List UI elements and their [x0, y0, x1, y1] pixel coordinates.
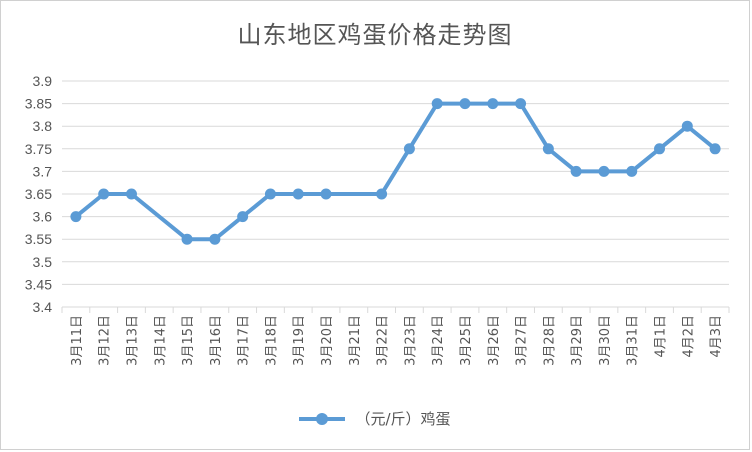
data-point — [626, 165, 638, 177]
series-line — [73, 101, 718, 242]
y-tick-label: 3.6 — [33, 209, 53, 225]
data-point — [292, 188, 304, 200]
y-tick-label: 3.45 — [25, 276, 52, 292]
x-tick-label: 3月27日 — [515, 315, 530, 366]
x-tick-label: 3月20日 — [320, 315, 335, 366]
x-tick-label: 3月11日 — [70, 315, 85, 366]
y-tick-label: 3.8 — [33, 118, 53, 134]
data-point — [264, 188, 276, 200]
data-point — [570, 165, 582, 177]
x-tick-label: 3月28日 — [542, 315, 557, 366]
y-tick-label: 3.55 — [25, 231, 52, 247]
data-point — [320, 188, 332, 200]
x-tick-label: 3月15日 — [181, 315, 196, 366]
x-tick-label: 3月29日 — [570, 315, 585, 366]
data-point — [681, 120, 693, 132]
y-tick-label: 3.85 — [25, 96, 52, 112]
x-tick-label: 3月17日 — [237, 315, 252, 366]
data-point — [125, 188, 137, 200]
y-tick-label: 3.75 — [25, 141, 52, 157]
x-tick-label: 3月18日 — [264, 315, 279, 366]
data-point — [403, 143, 415, 155]
x-tick-label: 3月14日 — [153, 315, 168, 366]
data-point — [209, 233, 221, 245]
chart-title: 山东地区鸡蛋价格走势图 — [237, 21, 513, 49]
x-tick-label: 4月1日 — [654, 315, 669, 358]
data-point — [542, 143, 554, 155]
x-tick-label: 3月25日 — [459, 315, 474, 366]
x-tick-label: 4月2日 — [681, 315, 696, 358]
x-tick-label: 3月12日 — [98, 315, 113, 366]
data-point — [98, 188, 110, 200]
y-tick-label: 3.65 — [25, 186, 52, 202]
x-tick-label: 3月21日 — [348, 315, 363, 366]
x-tick-label: 3月19日 — [292, 315, 307, 366]
x-tick-label: 4月3日 — [709, 315, 724, 358]
data-point — [654, 143, 666, 155]
data-point — [431, 98, 443, 110]
data-point — [459, 98, 471, 110]
data-point — [237, 211, 249, 223]
x-tick-label: 3月26日 — [487, 315, 502, 366]
data-point — [709, 143, 721, 155]
legend-marker — [299, 412, 346, 426]
x-tick-label: 3月13日 — [125, 315, 140, 366]
x-tick-label: 3月24日 — [431, 315, 446, 366]
y-tick-label: 3.9 — [33, 73, 53, 89]
x-tick-label: 3月23日 — [403, 315, 418, 366]
x-tick-label: 3月31日 — [626, 315, 641, 366]
x-tick-label: 3月22日 — [376, 315, 391, 366]
data-point — [376, 188, 388, 200]
legend-label: （元/斤）鸡蛋 — [355, 410, 451, 428]
data-point — [181, 233, 193, 245]
data-point — [70, 211, 82, 223]
legend: （元/斤）鸡蛋 — [1, 408, 749, 429]
y-tick-label: 3.5 — [33, 254, 53, 270]
data-point — [487, 98, 499, 110]
data-point — [515, 98, 527, 110]
x-tick-label: 3月16日 — [209, 315, 224, 366]
y-tick-label: 3.7 — [33, 163, 53, 179]
data-point — [598, 165, 610, 177]
x-tick-label: 3月30日 — [598, 315, 613, 366]
y-tick-label: 3.4 — [33, 299, 53, 315]
